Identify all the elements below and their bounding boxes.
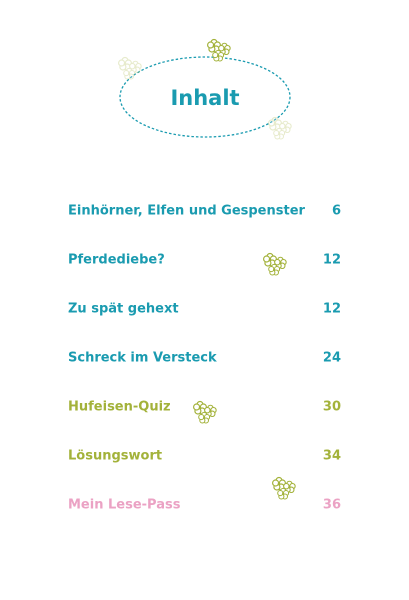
entry-page: 30	[323, 400, 341, 415]
entry-title: Pferdediebe?	[68, 253, 165, 268]
entry-page: 24	[323, 351, 341, 366]
flower-decoration	[264, 254, 287, 276]
entry-title: Mein Lese-Pass	[68, 498, 181, 513]
flower-decoration	[119, 58, 142, 80]
toc-title: Inhalt	[170, 86, 239, 110]
entry-page: 36	[323, 498, 341, 513]
entry-page: 34	[323, 449, 341, 464]
entry-page: 6	[332, 204, 341, 219]
flower-decoration	[273, 478, 296, 500]
entry-title: Schreck im Versteck	[68, 351, 217, 366]
flower-decoration	[194, 402, 217, 424]
entry-title: Lösungswort	[68, 449, 162, 464]
entry-title: Einhörner, Elfen und Gespenster	[68, 204, 306, 219]
title-frame	[119, 56, 291, 138]
entry-page: 12	[323, 253, 341, 268]
entry-page: 12	[323, 302, 341, 317]
entry-title: Hufeisen-Quiz	[68, 400, 171, 415]
flower-decoration	[269, 118, 292, 140]
entry-title: Zu spät gehext	[68, 302, 179, 317]
